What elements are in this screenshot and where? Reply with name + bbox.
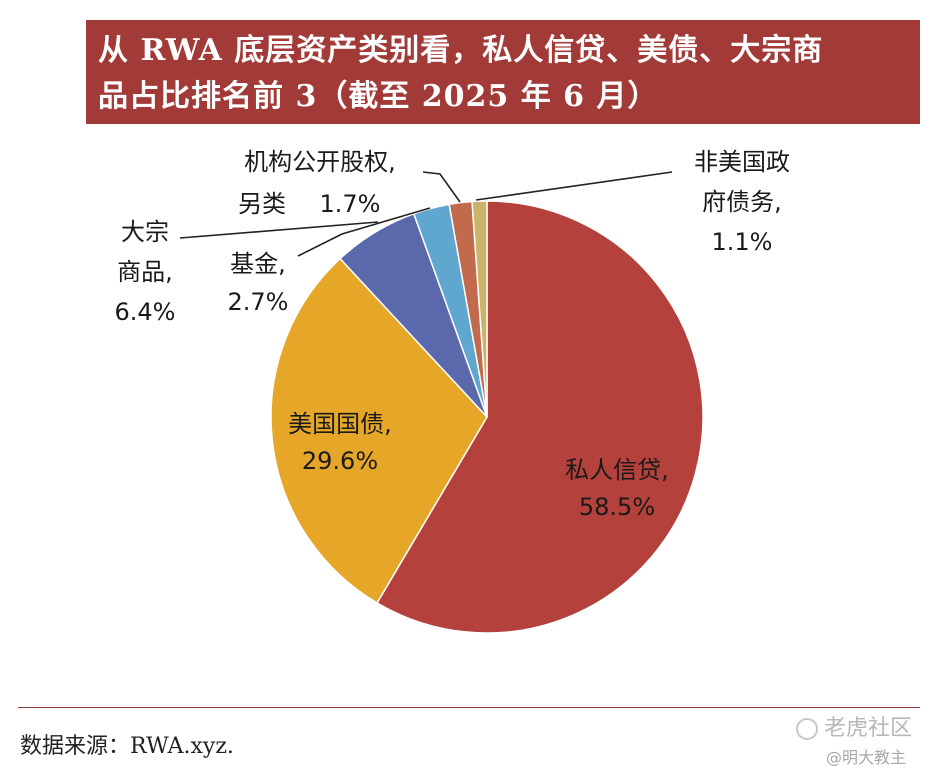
leader-line-5 — [475, 171, 673, 201]
slice-label-0-line-0: 私人信贷, — [565, 456, 669, 484]
slice-label-5: 非美国政府债务, 1.1% — [694, 148, 790, 256]
slice-labels: 私人信贷, 58.5% 美国国债, 29.6% 大宗商品, 6.4% 基金, 2.7% 机构公开… — [115, 148, 790, 521]
slice-label-1: 美国国债, 29.6% — [288, 410, 392, 475]
slice-label-1-line-0: 美国国债, — [288, 410, 392, 438]
watermark-brand-text: 老虎社区 — [824, 716, 913, 741]
slice-label-2: 大宗商品, 6.4% — [115, 218, 176, 326]
chart-title-line-1: 从 RWA 底层资产类别看，私人信贷、美债、大宗商 — [98, 33, 824, 68]
data-source: 数据来源：RWA.xyz. — [20, 734, 234, 759]
slice-label-3: 基金, 2.7% — [228, 250, 289, 316]
slice-label-4-line-0: 机构公开股权, — [244, 148, 396, 176]
pie-slices — [270, 200, 704, 634]
pie-slice-0 — [376, 200, 704, 634]
watermark-author: @明大教主 — [826, 748, 907, 767]
leader-line-3 — [297, 207, 431, 257]
leader-line-4 — [422, 171, 461, 203]
slice-label-5-line-0: 非美国政 — [694, 148, 790, 176]
slice-label-0: 私人信贷, 58.5% — [565, 456, 669, 521]
slice-label-3-line-0: 基金, — [230, 250, 286, 278]
footer-divider — [18, 707, 920, 708]
pie-slice-5 — [471, 200, 488, 418]
tiger-logo-icon — [796, 718, 818, 740]
slice-label-4-line-1: 另类 — [238, 190, 286, 218]
pie-slice-1 — [270, 257, 488, 604]
slice-label-2-line-0: 大宗 — [121, 218, 169, 246]
leader-lines — [179, 171, 673, 257]
chart-title-line-2: 品占比排名前 3（截至 2025 年 6 月） — [98, 79, 659, 114]
slice-label-0-line-1: 58.5% — [579, 493, 655, 521]
slice-label-3-line-1: 2.7% — [228, 288, 289, 316]
slice-label-2-line-1: 商品, — [117, 258, 173, 286]
chart-title: 从 RWA 底层资产类别看，私人信贷、美债、大宗商 品占比排名前 3（截至 20… — [86, 20, 920, 124]
leader-line-2 — [179, 221, 379, 239]
slice-label-4-line-2: 1.7% — [320, 190, 381, 218]
watermark-brand: 老虎社区 — [796, 710, 912, 742]
slice-label-1-line-1: 29.6% — [302, 447, 378, 475]
slice-label-5-line-2: 1.1% — [712, 228, 773, 256]
slice-label-2-line-2: 6.4% — [115, 298, 176, 326]
slice-label-5-line-1: 府债务, — [702, 188, 782, 216]
slice-label-4: 机构公开股权, 另类 1.7% — [238, 148, 396, 218]
